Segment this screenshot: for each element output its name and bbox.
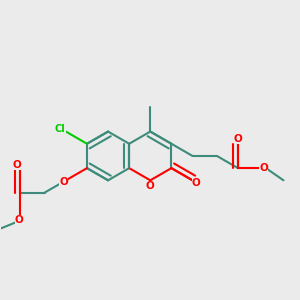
Text: O: O: [260, 163, 268, 173]
Text: Cl: Cl: [55, 124, 66, 134]
Text: O: O: [14, 215, 23, 225]
Text: O: O: [146, 181, 155, 191]
Text: O: O: [59, 177, 68, 187]
Text: O: O: [234, 134, 242, 144]
Text: O: O: [13, 160, 21, 170]
Text: O: O: [192, 178, 200, 188]
